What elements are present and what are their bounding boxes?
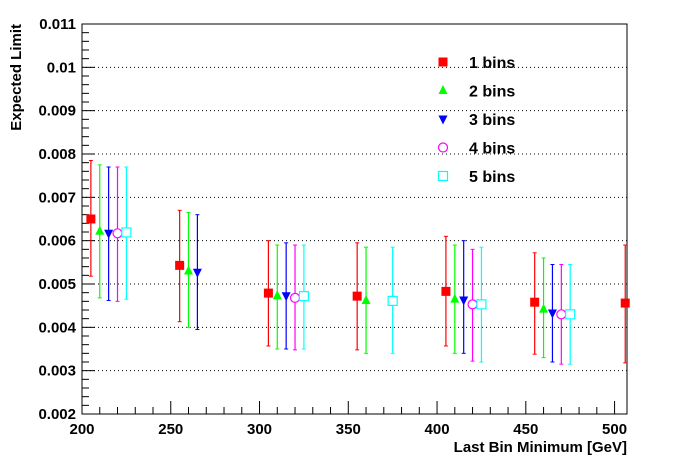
data-point xyxy=(263,288,273,298)
data-point xyxy=(192,268,202,278)
legend-marker xyxy=(437,142,449,153)
legend-label: 1 bins xyxy=(469,55,515,72)
y-tick-label: 0.005 xyxy=(38,276,76,293)
y-tick-label: 0.002 xyxy=(38,406,76,423)
data-point xyxy=(184,265,194,275)
data-point xyxy=(352,291,362,301)
data-point xyxy=(272,290,282,300)
x-tick-label: 500 xyxy=(602,421,627,438)
x-tick-label: 250 xyxy=(158,421,183,438)
y-tick-label: 0.01 xyxy=(47,59,76,76)
data-point xyxy=(467,299,478,310)
data-point xyxy=(86,214,96,224)
x-tick-label: 300 xyxy=(247,421,272,438)
legend-marker xyxy=(437,170,449,182)
data-marks xyxy=(86,160,630,365)
data-point xyxy=(565,309,576,320)
legend-item: 4 bins xyxy=(437,141,515,158)
y-tick-label: 0.009 xyxy=(38,103,76,120)
series-3 xyxy=(104,166,557,363)
x-tick-label: 200 xyxy=(69,421,94,438)
y-tick-label: 0.003 xyxy=(38,363,76,380)
data-point xyxy=(556,309,567,320)
legend-marker xyxy=(438,115,448,125)
x-tick-label: 350 xyxy=(336,421,361,438)
data-point xyxy=(104,229,114,239)
series-5 xyxy=(121,166,576,365)
plot-frame xyxy=(81,23,628,415)
y-tick-label: 0.011 xyxy=(39,16,76,33)
data-point xyxy=(121,227,132,238)
y-axis: 0.002 0.003 0.004 0.005 0.006 0.007 0.008 0.009… xyxy=(38,16,95,423)
legend-item: 2 bins xyxy=(438,84,515,101)
legend: 1 bins 2 bins 3 bins 4 bins 5 bins xyxy=(437,55,515,186)
legend-label: 2 bins xyxy=(469,84,515,101)
x-tick-label: 450 xyxy=(513,421,538,438)
y-axis-title: Expected Limit xyxy=(8,24,25,131)
data-point xyxy=(387,295,398,306)
x-tick-label: 400 xyxy=(425,421,450,438)
x-axis-title: Last Bin Minimum [GeV] xyxy=(454,439,627,456)
data-point xyxy=(476,299,487,310)
data-point xyxy=(95,225,105,235)
data-point xyxy=(361,294,371,304)
series-1 xyxy=(86,160,630,364)
legend-label: 5 bins xyxy=(469,169,515,186)
data-point xyxy=(175,260,185,270)
y-tick-label: 0.007 xyxy=(38,189,76,206)
legend-marker xyxy=(438,57,448,67)
data-point xyxy=(450,293,460,303)
data-point xyxy=(459,296,469,306)
legend-label: 3 bins xyxy=(469,112,515,129)
y-tick-label: 0.004 xyxy=(38,319,76,336)
grid-lines xyxy=(82,66,627,372)
data-point xyxy=(289,292,301,303)
legend-item: 5 bins xyxy=(437,169,515,186)
data-point xyxy=(539,303,549,313)
series-2 xyxy=(95,164,549,359)
y-tick-label: 0.006 xyxy=(38,233,76,250)
data-point xyxy=(530,297,540,307)
data-point xyxy=(620,298,630,308)
x-axis: 200 250 300 350 400 450 500 xyxy=(69,401,627,438)
legend-marker xyxy=(438,85,448,94)
legend-item: 3 bins xyxy=(438,112,515,129)
legend-label: 4 bins xyxy=(469,141,515,158)
data-point xyxy=(298,291,310,302)
data-point xyxy=(547,309,557,319)
data-point xyxy=(441,286,451,296)
data-point xyxy=(281,292,291,302)
y-tick-label: 0.008 xyxy=(38,146,76,163)
legend-item: 1 bins xyxy=(438,55,515,72)
data-point xyxy=(112,228,123,239)
